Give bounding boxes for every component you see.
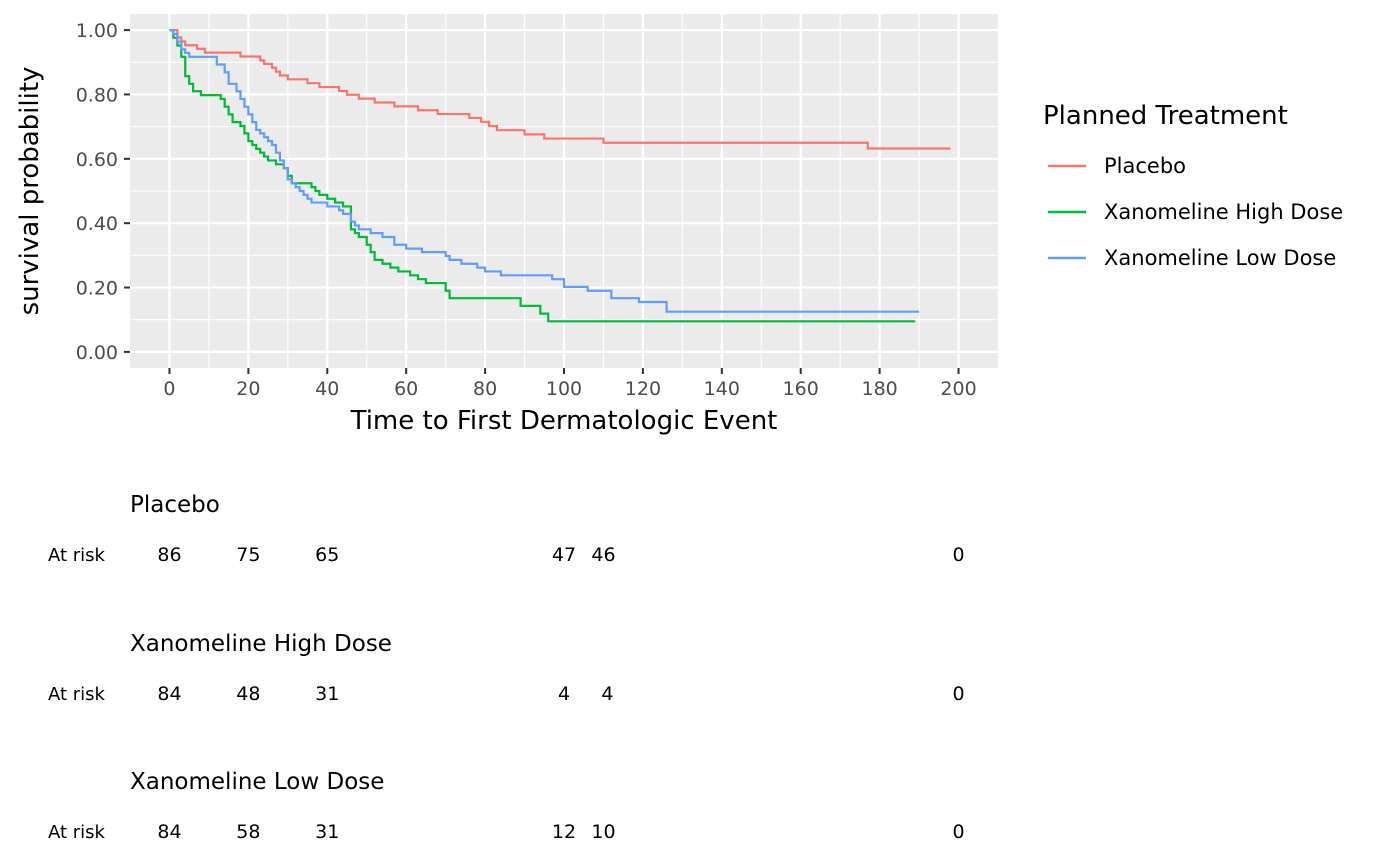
risk-count: 4	[601, 683, 613, 705]
risk-count: 48	[236, 683, 260, 705]
x-tick-label: 100	[546, 378, 582, 400]
y-tick-label: 0.00	[76, 342, 118, 364]
risk-count: 10	[591, 821, 615, 843]
risk-count: 75	[236, 544, 260, 566]
risk-group-title: Xanomeline Low Dose	[130, 769, 384, 795]
risk-count: 31	[315, 683, 339, 705]
legend-entry-label: Xanomeline Low Dose	[1104, 246, 1336, 270]
x-tick-label: 20	[236, 378, 260, 400]
survival-curves	[169, 28, 951, 323]
x-tick-label: 120	[625, 378, 661, 400]
risk-row-label: At risk	[48, 822, 106, 843]
risk-count: 47	[552, 544, 576, 566]
legend-entry-label: Placebo	[1104, 154, 1186, 178]
risk-count: 58	[236, 821, 260, 843]
survival-curve	[169, 28, 951, 150]
x-tick-label: 0	[163, 378, 175, 400]
y-tick-label: 0.20	[76, 278, 118, 300]
y-axis-title: survival probability	[15, 67, 45, 316]
x-axis-title: Time to First Dermatologic Event	[350, 406, 778, 436]
legend-entry-label: Xanomeline High Dose	[1104, 200, 1343, 224]
risk-count: 31	[315, 821, 339, 843]
risk-count: 84	[157, 821, 181, 843]
risk-count: 0	[952, 821, 964, 843]
legend-title: Planned Treatment	[1043, 101, 1288, 131]
risk-group-title: Xanomeline High Dose	[130, 631, 392, 657]
x-tick-label: 200	[940, 378, 976, 400]
risk-count: 4	[558, 683, 570, 705]
y-tick-label: 1.00	[76, 20, 118, 42]
risk-row-label: At risk	[48, 545, 106, 566]
x-tick-label: 40	[315, 378, 339, 400]
x-tick-label: 80	[473, 378, 497, 400]
risk-count: 84	[157, 683, 181, 705]
risk-count: 86	[157, 544, 181, 566]
risk-count: 0	[952, 683, 964, 705]
risk-count: 12	[552, 821, 576, 843]
x-tick-label: 160	[783, 378, 819, 400]
y-tick-label: 0.40	[76, 213, 118, 235]
x-tick-label: 60	[394, 378, 418, 400]
axis-ticks: 0 20 40 60 80 100 120 140 160 180 200 0.00 0.20 0.40 0…	[76, 20, 977, 400]
risk-count: 46	[591, 544, 615, 566]
risk-table: Placebo At risk 86 75 65 47 46 0 Xanomeline High…	[48, 492, 965, 843]
x-tick-label: 180	[862, 378, 898, 400]
survival-curve	[169, 28, 920, 313]
y-tick-label: 0.80	[76, 84, 118, 106]
risk-group-title: Placebo	[130, 492, 220, 518]
risk-count: 0	[952, 544, 964, 566]
legend: Planned Treatment Placebo Xanomeline High…	[1043, 101, 1343, 270]
x-tick-label: 140	[704, 378, 740, 400]
survival-curve	[169, 28, 916, 323]
y-tick-label: 0.60	[76, 149, 118, 171]
risk-count: 65	[315, 544, 339, 566]
risk-row-label: At risk	[48, 684, 106, 705]
